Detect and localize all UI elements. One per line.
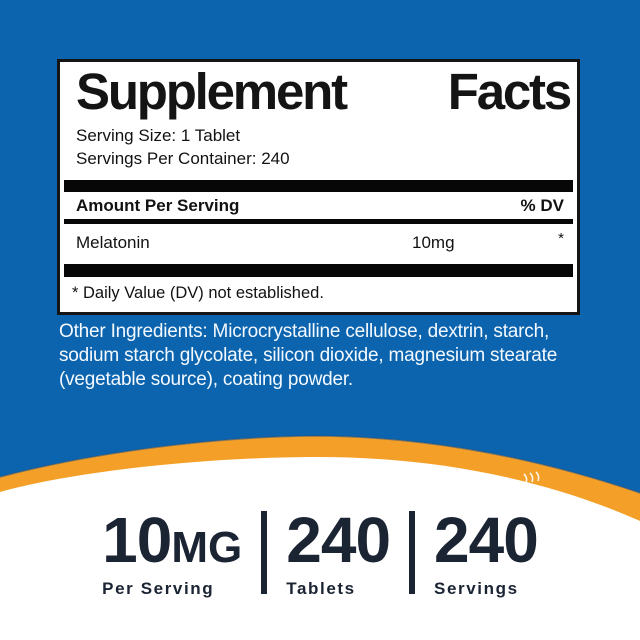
serving-info: Serving Size: 1 Tablet Servings Per Cont… xyxy=(76,124,563,171)
servings-per-container: Servings Per Container: 240 xyxy=(76,149,290,169)
thin-divider-bar xyxy=(64,219,573,225)
amount-per-serving-header: Amount Per Serving xyxy=(76,195,240,215)
stat-tablets-value: 240 xyxy=(286,504,391,576)
title-word-supplement: Supplement xyxy=(76,63,348,120)
dv-footnote: * Daily Value (DV) not established. xyxy=(72,283,324,302)
stat-servings-number: 240 xyxy=(434,508,539,572)
table-row: Melatonin 10mg * xyxy=(76,230,564,253)
stat-dose-unit: MG xyxy=(171,523,243,572)
stats-strip: 10MG Per Serving 240 Tablets 240 Serving… xyxy=(0,508,640,599)
other-ingredients-line: sodium starch glycolate, silicon dioxide… xyxy=(59,345,558,366)
other-ingredients-line: (vegetable source), coating powder. xyxy=(59,369,354,390)
stat-tablets-label: Tablets xyxy=(286,579,356,598)
stat-tablets-number: 240 xyxy=(286,508,391,572)
ingredient-name: Melatonin xyxy=(76,233,150,253)
ingredient-amount: 10mg xyxy=(412,233,455,253)
stat-dose: 10MG Per Serving xyxy=(102,508,242,599)
stat-tablets: 240 Tablets xyxy=(286,508,391,599)
stat-divider xyxy=(409,511,416,594)
serving-size: Serving Size: 1 Tablet xyxy=(76,126,241,146)
stat-dose-label: Per Serving xyxy=(102,579,215,598)
orange-brush-stroke xyxy=(0,436,640,521)
supplement-facts-title: Supplement Facts xyxy=(76,63,572,120)
stat-dose-value: 10 xyxy=(102,504,172,576)
stat-servings-label: Servings xyxy=(434,579,519,598)
brush-texture xyxy=(403,465,540,484)
stat-dose-number: 10MG xyxy=(102,508,242,572)
percent-dv-header: % DV xyxy=(520,195,564,215)
thick-divider-bar-bottom xyxy=(64,263,573,277)
stat-servings-value: 240 xyxy=(434,504,539,576)
other-ingredients-line: Other Ingredients: Microcrystalline cell… xyxy=(59,321,550,342)
stat-servings: 240 Servings xyxy=(434,508,539,599)
title-word-facts: Facts xyxy=(447,63,572,120)
brush-edge-shadow xyxy=(0,435,640,494)
stat-divider xyxy=(261,511,268,594)
thick-divider-bar xyxy=(64,179,573,192)
ingredient-dv: * xyxy=(558,230,564,248)
other-ingredients: Other Ingredients: Microcrystalline cell… xyxy=(59,320,599,392)
table-header: Amount Per Serving % DV xyxy=(76,196,564,216)
supplement-facts-panel: Supplement Facts Serving Size: 1 Tablet … xyxy=(57,59,580,315)
